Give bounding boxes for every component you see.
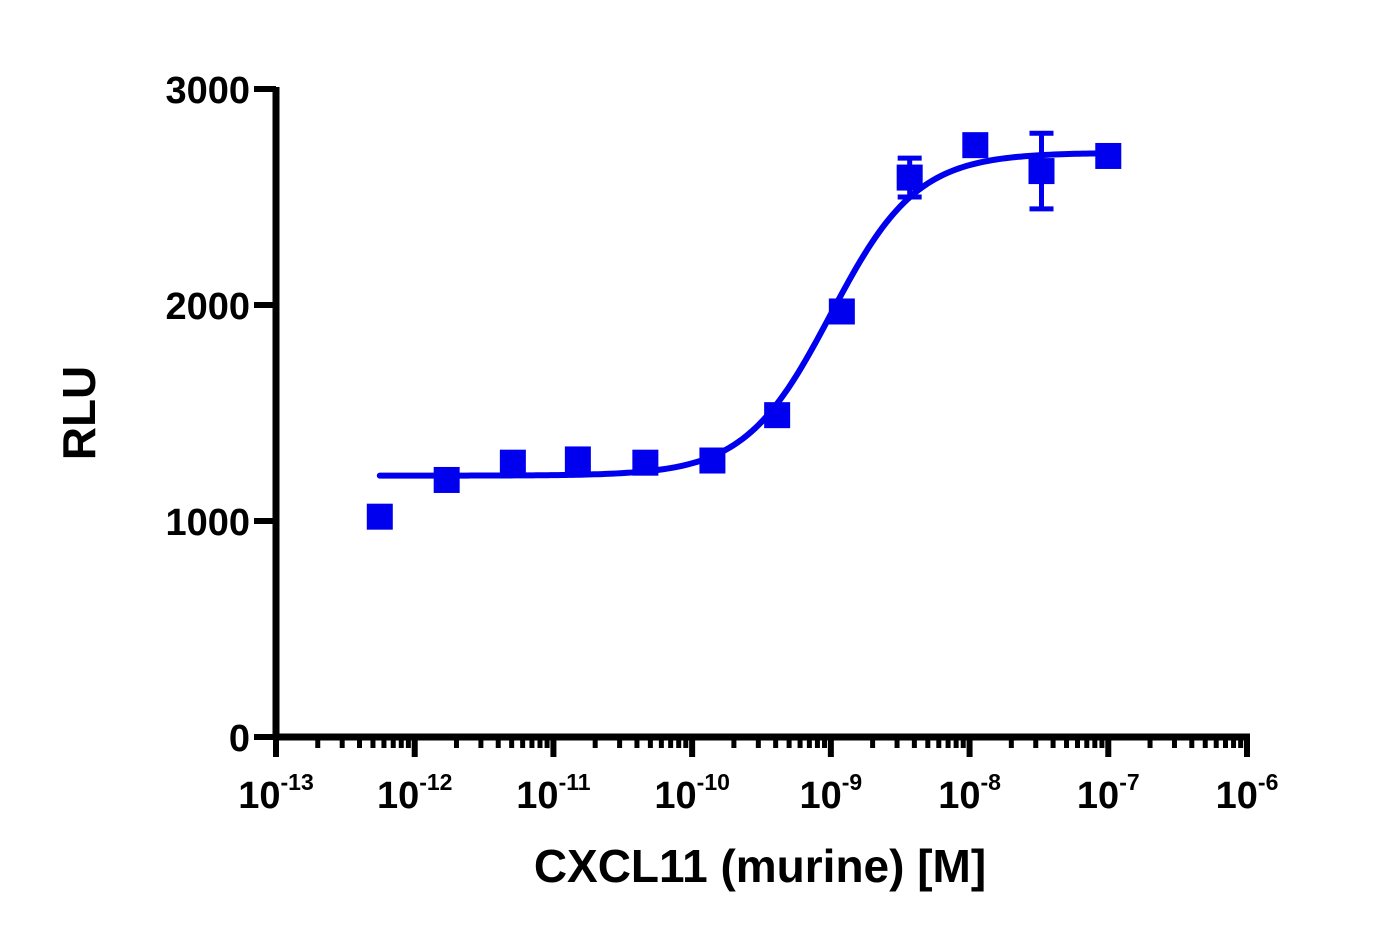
y-tick-label: 1000 [165,502,250,544]
x-tick-exponent: -8 [980,769,1001,795]
x-tick-exponent: -11 [559,769,591,795]
x-axis: 10-13 10-12 10-11 10-10 10-9 10-8 10-7 10-6 [238,733,1279,817]
x-tick-label: 10-9 [799,769,862,817]
data-point [1028,158,1055,185]
data-point [1095,142,1122,169]
data-point [764,402,791,429]
data-points-layer [366,130,1122,530]
data-point [962,132,989,159]
fit-curve [376,150,1112,479]
x-tick-label: 10-11 [516,769,590,817]
data-point [564,446,591,473]
x-tick-base: 10 [238,775,280,817]
x-tick-base: 10 [1077,775,1119,817]
data-point [896,164,923,191]
x-tick-base: 10 [654,775,696,817]
x-tick-exponent: -7 [1119,769,1139,795]
x-tick-exponent: -10 [697,769,730,795]
x-tick-base: 10 [1216,775,1258,817]
x-tick-label: 10-10 [654,769,730,817]
x-tick-label: 10-8 [938,769,1001,817]
x-tick-exponent: -9 [842,769,862,795]
data-point [632,449,659,476]
x-tick-exponent: -6 [1258,769,1278,795]
x-tick-label: 10-12 [377,769,453,817]
x-tick-label: 10-7 [1077,769,1140,817]
y-tick-label: 0 [229,718,250,760]
x-tick-exponent: -13 [281,769,314,795]
data-point [433,466,460,493]
y-tick-label: 2000 [165,286,250,328]
data-point [699,447,726,474]
x-tick-label: 10-6 [1216,769,1279,817]
x-tick-exponent: -12 [419,769,452,795]
x-tick-label: 10-13 [238,769,314,817]
x-tick-base: 10 [516,775,558,817]
x-tick-base: 10 [377,775,419,817]
y-axis: 0 1000 2000 3000 [165,70,280,760]
y-axis-title: RLU [53,366,105,461]
x-tick-base: 10 [938,775,980,817]
data-point [828,298,855,325]
data-point [499,449,526,476]
data-point [366,503,393,530]
x-tick-base: 10 [799,775,841,817]
fit-curve-layer [376,150,1112,479]
y-tick-label: 3000 [165,70,250,112]
x-axis-title: CXCL11 (murine) [M] [534,840,986,892]
